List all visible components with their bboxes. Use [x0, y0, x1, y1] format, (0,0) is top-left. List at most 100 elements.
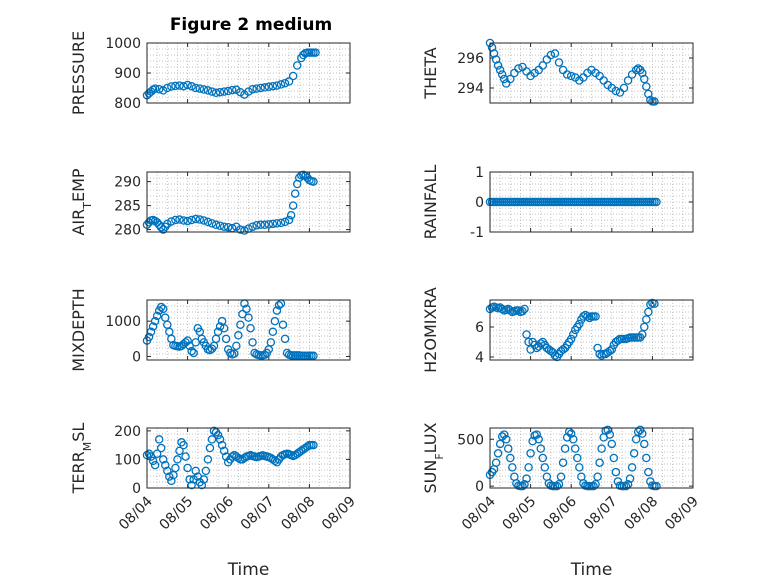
data-point — [256, 83, 265, 93]
data-point — [175, 215, 184, 224]
y-tick-label: 200 — [114, 424, 141, 440]
data-point — [605, 430, 615, 439]
subplot-4: 0 1000 MIXDEPTH — [69, 288, 351, 372]
data-point — [522, 474, 531, 483]
data-point — [495, 65, 505, 75]
data-point — [497, 304, 507, 314]
data-point — [185, 475, 194, 484]
subplot-5: 4 6 H2OMIXRA — [421, 287, 694, 373]
axes-border — [146, 171, 351, 233]
data-point — [556, 472, 566, 481]
data-point — [152, 311, 162, 321]
data-point — [579, 312, 588, 321]
data-point — [171, 81, 180, 91]
data-point — [518, 481, 527, 491]
y-axis-label: MIXDEPTH — [69, 288, 88, 371]
data-point — [199, 475, 209, 484]
data-point — [611, 86, 621, 96]
data-point — [499, 430, 509, 439]
x-axis-label: Time — [227, 560, 270, 580]
data-point — [613, 336, 623, 345]
data-point — [167, 82, 176, 91]
data-point — [506, 453, 515, 463]
data-point — [244, 313, 253, 322]
data-point — [575, 319, 584, 329]
data-point — [203, 86, 213, 95]
data-point — [195, 84, 205, 93]
data-point — [506, 74, 515, 84]
data-point — [211, 88, 221, 98]
subplot-6: 0 100 200 08/04 08/05 08/06 08/07 08/08 08/09 TER… — [69, 423, 359, 580]
data-point — [183, 336, 192, 345]
data-point — [536, 444, 546, 453]
data-point — [595, 458, 604, 467]
data-point — [585, 313, 594, 323]
y-tick-label: 900 — [114, 66, 141, 82]
data-point — [605, 346, 615, 356]
data-point — [526, 449, 535, 458]
data-point — [609, 453, 619, 463]
data-point — [189, 348, 198, 358]
subplot-7: 0 500 08/04 08/05 08/06 08/07 08/08 08/09 SUNFLU… — [421, 422, 702, 580]
data-point — [621, 481, 631, 491]
data-point — [566, 71, 576, 81]
data-point — [284, 215, 294, 225]
data-point — [546, 50, 556, 60]
y-tick-label: 1 — [475, 165, 484, 181]
data-point — [280, 217, 290, 227]
data-point — [274, 301, 284, 310]
data-point — [552, 481, 562, 491]
data-point — [167, 476, 176, 486]
data-point — [150, 316, 160, 326]
data-point — [493, 449, 503, 458]
data-point — [219, 222, 229, 231]
data-point — [187, 346, 196, 356]
data-point — [303, 442, 312, 451]
data-point — [207, 87, 217, 96]
data-point — [538, 453, 548, 463]
subplot-0: 800 900 1000 PRESSURE — [69, 31, 351, 115]
data-point — [518, 306, 527, 316]
data-point — [199, 216, 209, 225]
data-point — [268, 327, 278, 337]
data-point — [607, 345, 617, 354]
data-point — [629, 449, 639, 458]
data-point — [234, 331, 243, 340]
data-point — [272, 81, 282, 90]
data-point — [266, 338, 276, 347]
subplot-2: 280 285 290 AIRTEMP — [69, 168, 351, 239]
data-series — [485, 298, 659, 362]
data-point — [234, 453, 243, 463]
data-point — [264, 220, 274, 229]
data-point — [280, 334, 290, 344]
data-point — [260, 350, 269, 359]
data-point — [597, 444, 606, 453]
data-series — [142, 426, 318, 490]
data-point — [207, 435, 217, 444]
x-tick-label: 08/04 — [116, 493, 156, 533]
data-point — [219, 87, 229, 96]
data-point — [571, 444, 580, 453]
data-point — [156, 302, 166, 312]
data-point — [623, 76, 633, 85]
data-point — [171, 215, 180, 225]
data-point — [627, 463, 637, 472]
data-point — [290, 189, 300, 198]
data-point — [493, 61, 503, 70]
data-point — [499, 74, 509, 84]
data-series — [142, 170, 318, 235]
y-axis-label: H2OMIXRA — [421, 287, 440, 373]
data-point — [187, 81, 196, 91]
data-point — [595, 349, 604, 359]
data-point — [203, 217, 213, 227]
data-point — [501, 434, 511, 444]
data-point — [230, 349, 239, 358]
data-point — [248, 222, 257, 231]
data-point — [228, 452, 237, 461]
y-tick-label: 1000 — [105, 314, 141, 330]
data-point — [589, 481, 598, 491]
y-tick-label: 296 — [457, 51, 484, 67]
data-point — [652, 197, 661, 207]
